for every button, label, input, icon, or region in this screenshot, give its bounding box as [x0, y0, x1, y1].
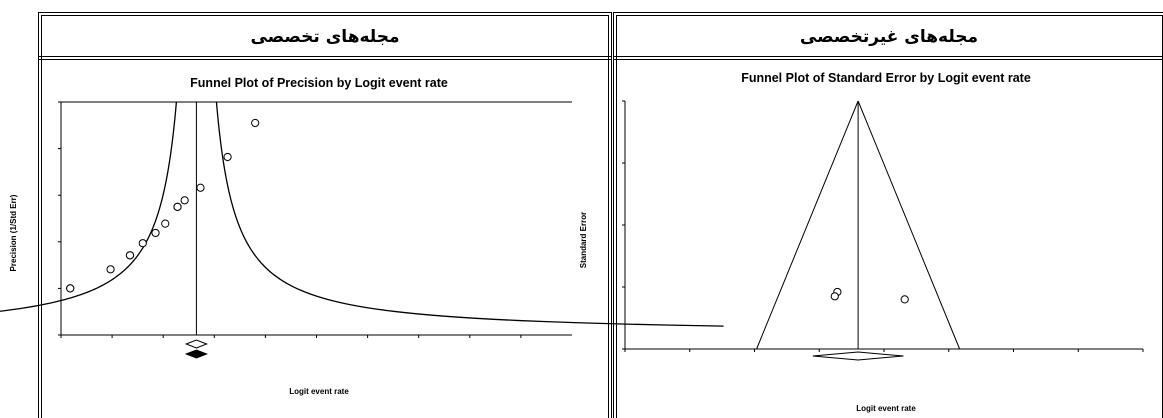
left-study-point	[180, 196, 189, 205]
left-study-point	[173, 202, 182, 211]
right-study-point	[830, 292, 839, 301]
left-study-point	[251, 118, 260, 128]
left-chart-xlabel: Logit event rate	[289, 387, 349, 396]
left-funnel-curve-upper	[215, 101, 724, 327]
right-panel-header: مجله‌های غیرتخصصی	[800, 27, 978, 47]
precision-funnel-chart: Funnel Plot of Precision by Logit event …	[0, 76, 724, 396]
standard-error-funnel-chart: Funnel Plot of Standard Error by Logit e…	[579, 71, 1144, 413]
left-summary-diamond-filled	[184, 349, 209, 359]
right-summary-diamond-open	[812, 351, 904, 361]
left-panel-header: مجله‌های تخصصی	[250, 27, 399, 47]
left-chart-ylabel: Precision (1/Std Err)	[9, 194, 18, 271]
left-study-point	[151, 228, 160, 238]
left-study-point	[223, 152, 232, 162]
right-study-point	[900, 295, 909, 304]
left-study-point	[106, 265, 115, 274]
right-chart-ylabel: Standard Error	[579, 212, 588, 268]
left-chart-title: Funnel Plot of Precision by Logit event …	[190, 76, 448, 90]
left-funnel-curve-lower	[0, 101, 178, 312]
right-funnel-right-edge	[857, 100, 961, 350]
left-study-point	[138, 239, 147, 248]
left-panel-border-inner	[41, 15, 609, 418]
left-summary-diamond-open	[184, 339, 209, 349]
right-chart-title: Funnel Plot of Standard Error by Logit e…	[741, 71, 1031, 85]
left-study-point	[66, 284, 75, 293]
left-study-point	[125, 251, 135, 260]
right-panel-border-outer	[613, 12, 1163, 418]
right-chart-xlabel: Logit event rate	[856, 404, 916, 413]
left-study-point	[161, 219, 170, 228]
right-funnel-left-edge	[756, 100, 859, 350]
left-panel-border-outer	[38, 12, 612, 418]
left-study-point	[196, 183, 205, 192]
